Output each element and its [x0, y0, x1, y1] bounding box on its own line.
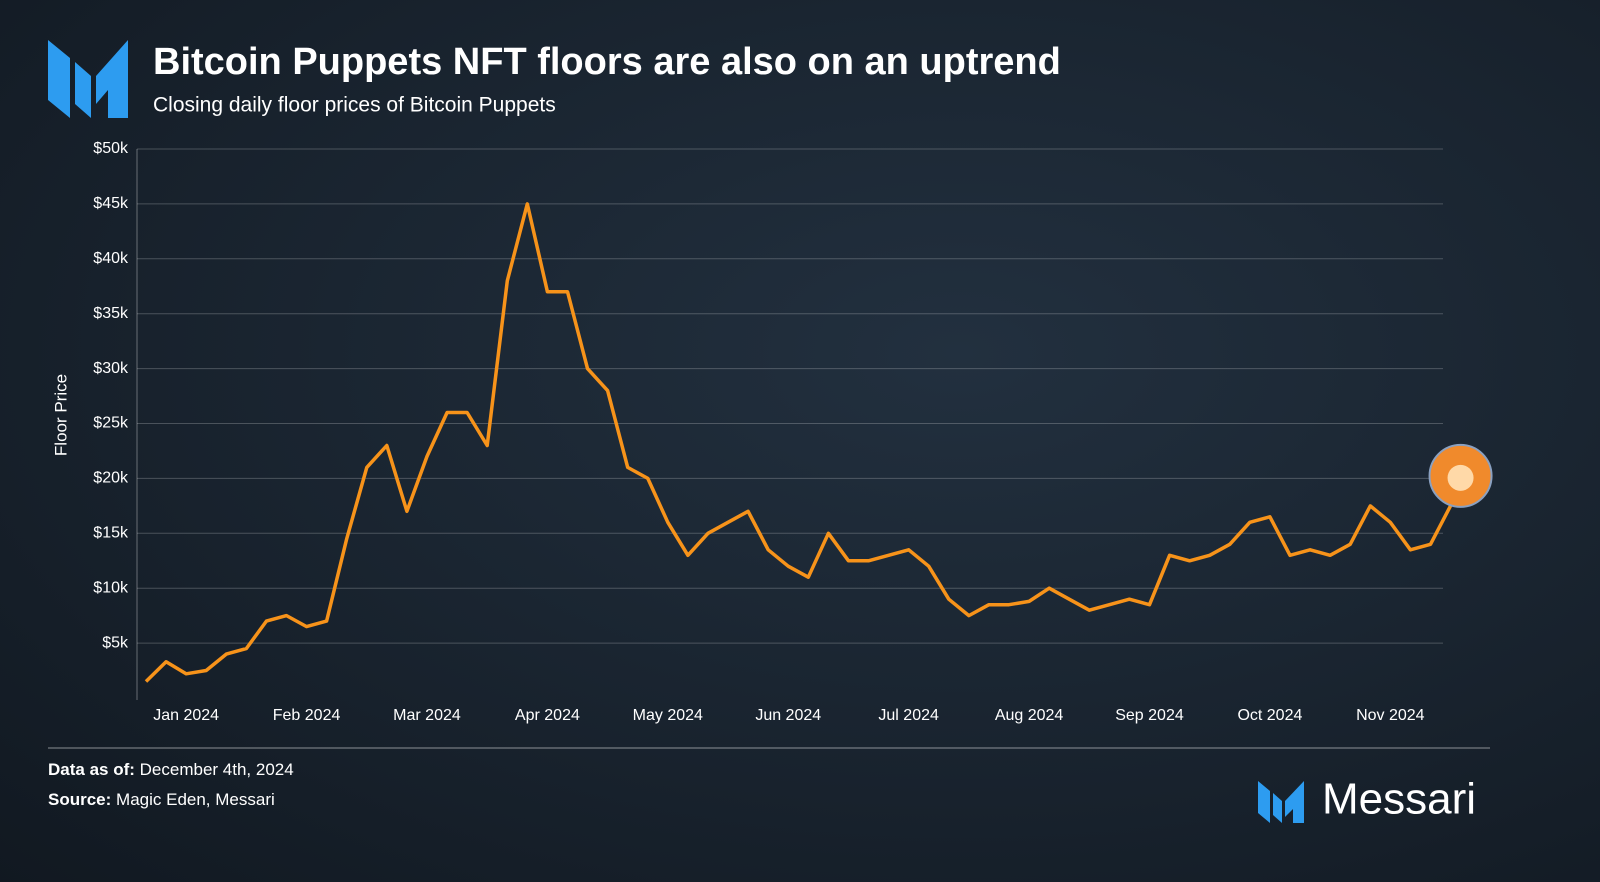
x-tick-label: Mar 2024: [393, 707, 461, 724]
avatar-face: [1447, 464, 1474, 491]
line: [144, 202, 1453, 683]
source-value: Magic Eden, Messari: [116, 790, 275, 809]
chart-subtitle: Closing daily floor prices of Bitcoin Pu…: [153, 94, 556, 117]
x-tick-label: Jan 2024: [153, 707, 219, 724]
y-tick-label: $25k: [93, 415, 129, 432]
chart-title: Bitcoin Puppets NFT floors are also on a…: [153, 41, 1061, 83]
y-tick-label: $40k: [93, 250, 129, 267]
y-tick-label: $50k: [93, 140, 129, 157]
x-tick-label: Feb 2024: [273, 707, 341, 724]
brand-logo: [1258, 781, 1304, 823]
x-tick-label: Oct 2024: [1237, 707, 1302, 724]
x-tick-label: Jul 2024: [878, 707, 939, 724]
x-tick-label: Jun 2024: [755, 707, 821, 724]
y-tick-label: $35k: [93, 305, 129, 322]
data-date-value: December 4th, 2024: [140, 760, 294, 779]
x-tick-label: May 2024: [633, 707, 703, 724]
x-tick-label: Apr 2024: [515, 707, 580, 724]
x-tick-label: Aug 2024: [995, 707, 1064, 724]
y-tick-label: $30k: [93, 360, 129, 377]
y-axis-label: Floor Price: [51, 374, 70, 456]
data-date-label: Data as of:: [48, 760, 135, 779]
logo: [48, 40, 128, 118]
y-tick-label: $5k: [102, 634, 129, 651]
source-label: Source:: [48, 790, 111, 809]
data-date: Data as of: December 4th, 2024: [48, 760, 294, 779]
brand-name: Messari: [1322, 775, 1476, 824]
y-tick-label: $45k: [93, 195, 129, 212]
y-tick-label: $10k: [93, 579, 129, 596]
source: Source: Magic Eden, Messari: [48, 790, 275, 809]
x-tick-label: Nov 2024: [1356, 707, 1425, 724]
y-tick-label: $20k: [93, 470, 129, 487]
y-tick-label: $15k: [93, 525, 129, 542]
x-tick-label: Sep 2024: [1115, 707, 1184, 724]
